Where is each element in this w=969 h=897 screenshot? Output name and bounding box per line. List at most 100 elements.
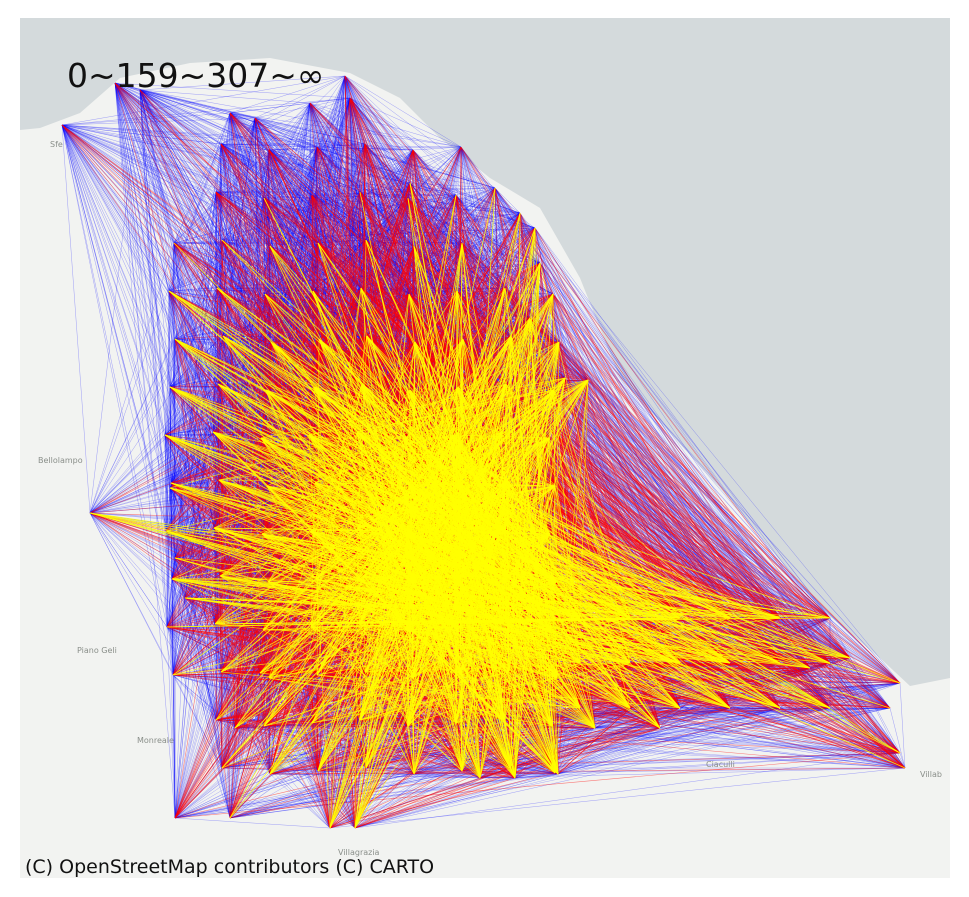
flow-line (61, 117, 256, 126)
flow-line (139, 89, 270, 151)
flow-line (349, 97, 851, 659)
flow-line (534, 227, 554, 295)
flow-line (309, 97, 351, 104)
flow-line (539, 262, 906, 769)
flow-line (229, 97, 351, 114)
flow-line (114, 82, 231, 114)
flow-line (360, 212, 521, 289)
flow-line (173, 102, 311, 244)
flow-line (309, 102, 313, 196)
flow-line (139, 89, 168, 628)
flow-line (61, 124, 172, 484)
flow-line (139, 89, 171, 489)
flow-line (61, 124, 265, 199)
flow-line (254, 117, 313, 196)
flow-line (364, 143, 496, 189)
flow-line (220, 102, 311, 145)
flow-line (220, 112, 231, 145)
flow-line (264, 227, 536, 295)
flow-line (114, 82, 217, 193)
flow-line (114, 82, 167, 532)
flow-line (139, 89, 222, 145)
flow-line (61, 124, 186, 599)
flow-line (407, 197, 521, 214)
flow-line (344, 75, 541, 264)
flow-line (114, 82, 222, 145)
flow-line (409, 182, 496, 189)
flow-line (229, 112, 363, 385)
flow-line (139, 89, 231, 114)
flow-line (349, 97, 496, 189)
flow-line (494, 187, 906, 769)
flow-line (529, 317, 901, 684)
map-canvas[interactable]: Sfe Bellolampo Piano Geli Monreale Ciacu… (20, 18, 950, 878)
flow-line (309, 102, 318, 148)
flow-line (173, 117, 256, 244)
flow-line (89, 112, 231, 514)
flow-line (61, 124, 224, 337)
flow-line (254, 117, 411, 184)
flow-line (174, 102, 311, 340)
flow-line (164, 112, 231, 436)
flow-line (349, 97, 462, 148)
flow-line (61, 124, 171, 388)
flow-line (89, 89, 141, 514)
flow-line (229, 102, 311, 114)
flow-line (139, 89, 536, 229)
flow-line (519, 212, 731, 619)
flow-line (316, 97, 351, 148)
flow-line (139, 89, 167, 532)
flow-line (254, 117, 536, 229)
flow-line (269, 97, 351, 247)
flow-line (254, 117, 521, 214)
flow-line (229, 112, 414, 151)
flow-line (534, 227, 891, 709)
flow-line (114, 82, 366, 145)
flow-map-svg (20, 18, 950, 878)
flow-line (413, 187, 496, 247)
flow-line (114, 82, 256, 119)
flow-line (114, 82, 170, 292)
flow-line (61, 124, 236, 729)
flow-line (61, 124, 266, 295)
flow-line (263, 197, 521, 214)
flow-line (309, 102, 462, 148)
flow-line (409, 182, 463, 244)
flow-line (61, 124, 409, 199)
flow-line (114, 82, 217, 721)
flow-line (61, 97, 351, 126)
flow-line (139, 89, 462, 148)
flow-line (254, 97, 351, 119)
flow-line (316, 146, 531, 319)
flow-line (114, 82, 168, 628)
flow-line (139, 89, 311, 104)
flow-line (114, 82, 174, 676)
flow-line (114, 82, 172, 484)
flow-line (215, 102, 311, 193)
flow-line (229, 112, 318, 148)
flow-line (139, 89, 361, 193)
flow-line (114, 82, 141, 91)
flow-line (268, 149, 496, 189)
flow-line (344, 75, 496, 189)
flow-line (61, 124, 271, 247)
flow-line (61, 124, 168, 628)
flow-line (344, 75, 462, 148)
flow-line (114, 82, 223, 769)
flow-line (268, 149, 521, 214)
flow-line (114, 82, 318, 148)
flow-line (494, 187, 521, 214)
flow-line (61, 124, 222, 145)
flow-line (173, 112, 231, 244)
flow-line (229, 112, 265, 199)
flow-line (349, 97, 901, 754)
flow-line (61, 124, 414, 151)
flow-line (456, 262, 541, 292)
flow-line (114, 82, 351, 99)
sea-area (20, 18, 950, 686)
flow-line (139, 89, 496, 189)
flow-line (61, 124, 91, 514)
flow-line (61, 124, 319, 244)
flow-line (311, 75, 346, 196)
flow-line (61, 124, 217, 721)
